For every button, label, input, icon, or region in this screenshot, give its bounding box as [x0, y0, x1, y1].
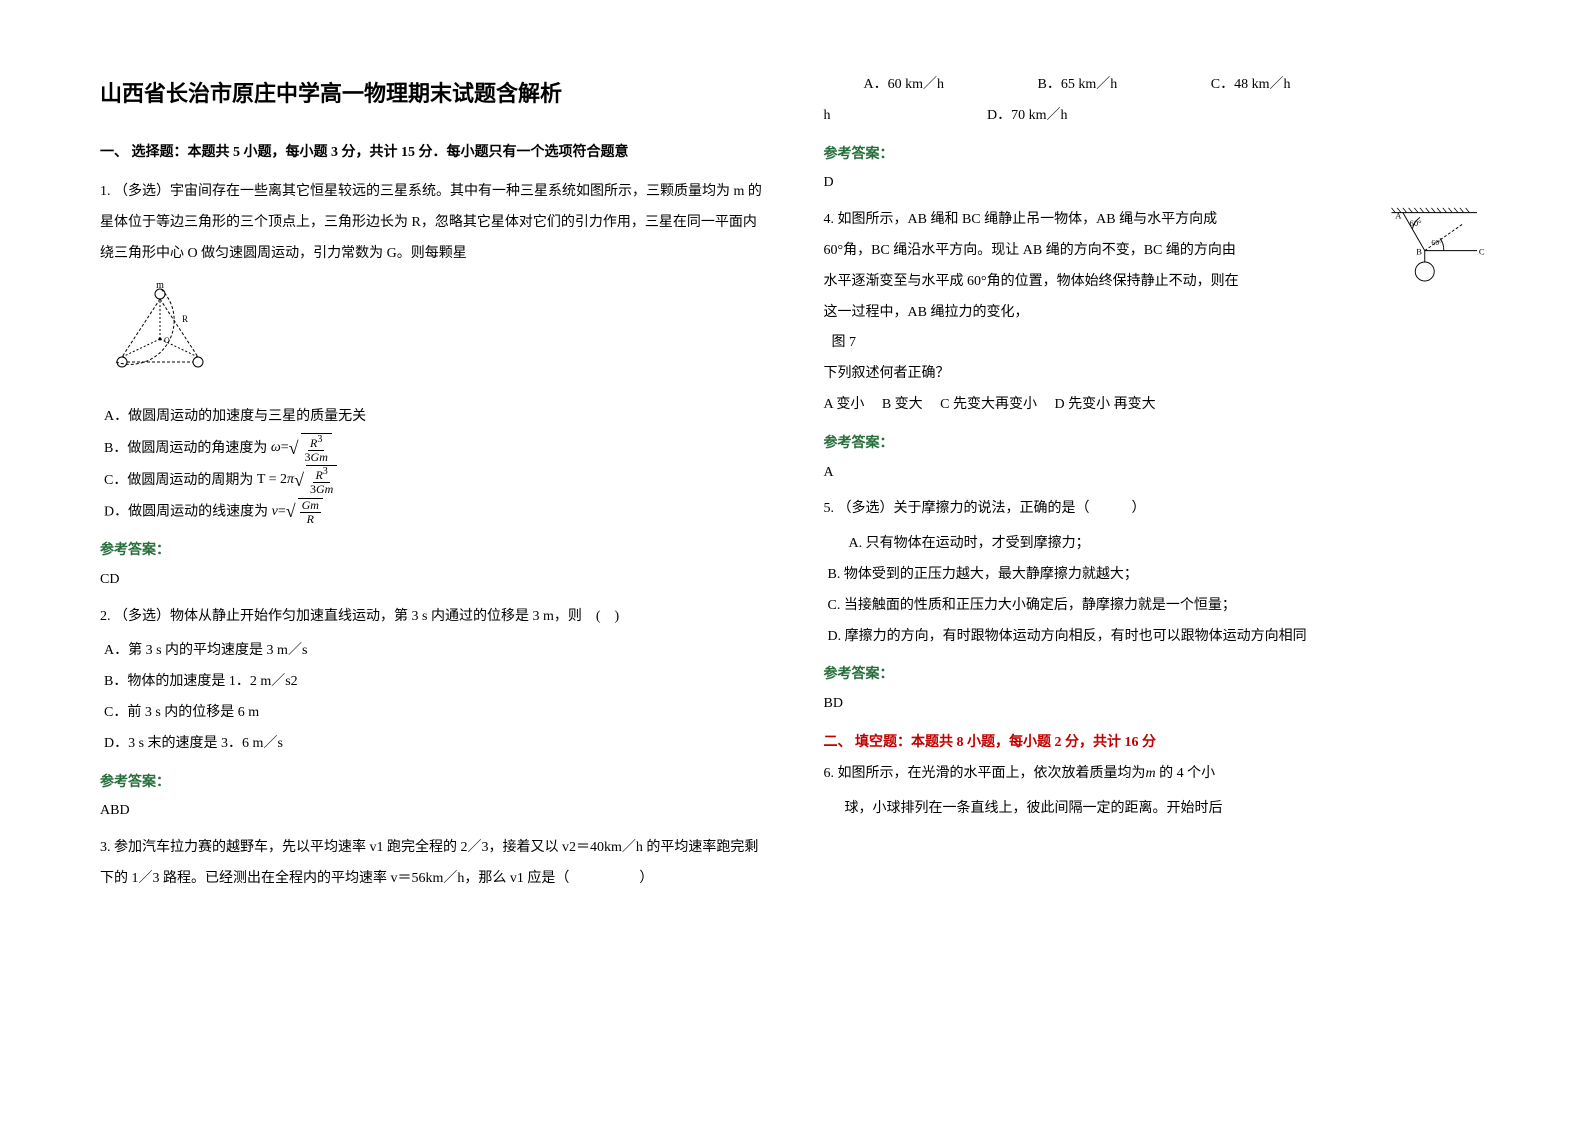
q3-answer: D	[824, 168, 1488, 199]
q3-answer-label: 参考答案：	[824, 138, 1488, 169]
question-1: 1. （多选）宇宙间存在一些离其它恒星较远的三星系统。其中有一种三星系统如图所示…	[100, 177, 764, 269]
section-2-header: 二、 填空题：本题共 8 小题，每小题 2 分，共计 16 分	[824, 728, 1488, 759]
three-star-diagram: m O R	[110, 282, 210, 382]
q4-answer-label: 参考答案：	[824, 427, 1488, 458]
q2-option-c: C．前 3 s 内的位移是 6 m	[104, 698, 764, 729]
q1-option-b: B．做圆周运动的角速度为 ω = √R33Gm	[104, 433, 764, 465]
question-4: 4. 如图所示，AB 绳和 BC 绳静止吊一物体，AB 绳与水平方向成 60° …	[824, 205, 1488, 421]
q5-option-a: A. 只有物体在运动时，才受到摩擦力；	[828, 529, 1488, 560]
q5-option-c: C. 当接触面的性质和正压力大小确定后，静摩擦力就是一个恒量；	[828, 591, 1488, 622]
q3-options-row: A．60 km／h B．65 km／h C．48 km／h	[824, 70, 1488, 101]
q1-optc-prefix: C．做圆周运动的周期为	[104, 473, 253, 488]
rope-diagram: 60° 60° A B C	[1372, 205, 1487, 300]
q5-answer-label: 参考答案：	[824, 658, 1488, 689]
q1-optb-prefix: B．做圆周运动的角速度为	[104, 441, 267, 456]
q1-answer-label: 参考答案：	[100, 534, 764, 565]
q4-options: A 变小 B 变大 C 先变大再变小 D 先变小 再变大	[824, 390, 1488, 421]
q1-text: 1. （多选）宇宙间存在一些离其它恒星较远的三星系统。其中有一种三星系统如图所示…	[100, 184, 762, 261]
q4-line4: 这一过程中，AB 绳拉力的变化，	[824, 298, 1488, 329]
q4-answer: A	[824, 458, 1488, 489]
q4-ask: 下列叙述何者正确？	[824, 359, 1488, 390]
q1-optd-formula: v = √GmR	[272, 497, 323, 528]
q2-option-a: A．第 3 s 内的平均速度是 3 m／s	[104, 636, 764, 667]
q3-options-row2: h D．70 km／h	[824, 101, 1488, 132]
question-2: 2. （多选）物体从静止开始作匀加速直线运动，第 3 s 内通过的位移是 3 m…	[100, 602, 764, 633]
q1-optb-formula: ω = √R33Gm	[271, 433, 332, 464]
q5-option-b: B. 物体受到的正压力越大，最大静摩擦力就越大；	[828, 560, 1488, 591]
d2-label-b: B	[1416, 247, 1422, 257]
d2-angle2: 60°	[1431, 238, 1442, 247]
question-5: 5. （多选）关于摩擦力的说法，正确的是（ ）	[824, 494, 1488, 525]
question-6: 6. 如图所示，在光滑的水平面上，依次放着质量均为m 的 4 个小	[824, 759, 1488, 790]
q2-answer: ABD	[100, 796, 764, 827]
q4-fig-label: 图 7	[832, 328, 1488, 359]
q3-option-a: A．60 km／h	[864, 70, 945, 101]
q4-line1: 4. 如图所示，AB 绳和 BC 绳静止吊一物体，AB 绳与水平方向成	[824, 212, 1218, 227]
right-column: A．60 km／h B．65 km／h C．48 km／h h D．70 km／…	[824, 70, 1488, 1072]
section-1-header: 一、 选择题：本题共 5 小题，每小题 3 分，共计 15 分．每小题只有一个选…	[100, 138, 764, 169]
q6-line1-post: 的 4 个小	[1156, 766, 1216, 781]
q3-option-d: D．70 km／h	[987, 101, 1068, 132]
diagram1-label-m: m	[156, 282, 164, 291]
d2-label-c: C	[1479, 247, 1485, 257]
d2-angle1: 60°	[1410, 218, 1422, 228]
question-3: 3. 参加汽车拉力赛的越野车，先以平均速率 v1 跑完全程的 2／3，接着又以 …	[100, 833, 764, 895]
q1-optd-prefix: D．做圆周运动的线速度为	[104, 504, 268, 519]
diagram1-label-r: R	[182, 314, 188, 324]
page-title: 山西省长治市原庄中学高一物理期末试题含解析	[100, 70, 764, 118]
q6-line2: 球，小球排列在一条直线上，彼此间隔一定的距离。开始时后	[824, 794, 1488, 825]
q6-m-symbol: m	[1146, 766, 1156, 781]
q2-option-b: B．物体的加速度是 1．2 m／s2	[104, 667, 764, 698]
q5-option-d: D. 摩擦力的方向，有时跟物体运动方向相反，有时也可以跟物体运动方向相同	[828, 622, 1488, 653]
q1-option-d: D．做圆周运动的线速度为 v = √GmR	[104, 497, 764, 528]
left-column: 山西省长治市原庄中学高一物理期末试题含解析 一、 选择题：本题共 5 小题，每小…	[100, 70, 764, 1072]
q1-option-c: C．做圆周运动的周期为 T = 2π√R33Gm	[104, 465, 764, 497]
q1-answer: CD	[100, 565, 764, 596]
q1-optc-formula: T = 2π√R33Gm	[257, 465, 337, 496]
q2-answer-label: 参考答案：	[100, 766, 764, 797]
q6-line1-pre: 6. 如图所示，在光滑的水平面上，依次放着质量均为	[824, 766, 1146, 781]
d2-label-a: A	[1395, 210, 1402, 220]
q3-option-c: C．48 km／h	[1211, 70, 1291, 101]
q5-answer: BD	[824, 689, 1488, 720]
q1-option-a: A．做圆周运动的加速度与三星的质量无关	[104, 402, 764, 433]
q3-option-b: B．65 km／h	[1038, 70, 1118, 101]
q2-option-d: D．3 s 末的速度是 3．6 m／s	[104, 729, 764, 760]
